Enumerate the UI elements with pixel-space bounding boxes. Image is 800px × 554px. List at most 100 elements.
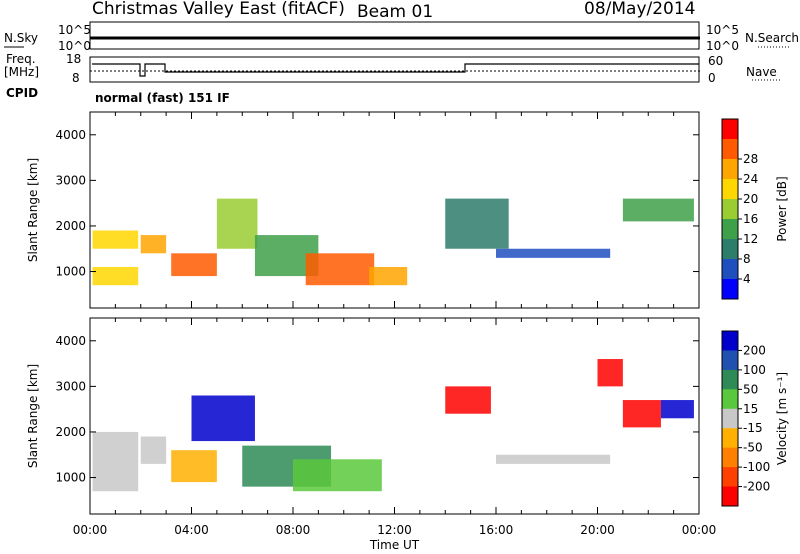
velocity-colorbar-swatch-6: [722, 447, 738, 468]
power-echo-region-8: [445, 198, 509, 249]
velocity-ytick-label-1: 2000: [55, 425, 86, 439]
velocity-panel-frame: [89, 317, 700, 515]
velocity-colorbar-label-5: -50: [743, 441, 763, 455]
velocity-ylabel: Slant Range [km]: [26, 364, 40, 468]
power-panel: [92, 198, 694, 286]
nsearch-label: N.Search: [745, 31, 800, 45]
velocity-echo-region-7: [496, 454, 611, 464]
velocity-colorbar: 200 100 50 15 -15 -50 -100 -200 Velocity [m s⁻¹]: [721, 330, 789, 507]
freq-strip-frame: [89, 56, 700, 83]
power-echo-region-6: [305, 253, 375, 286]
velocity-colorbar-swatch-4: [722, 408, 738, 429]
velocity-colorbar-label-2: 50: [743, 382, 758, 396]
power-echo-region-4: [216, 198, 258, 249]
velocity-ytick-label-3: 4000: [55, 334, 86, 348]
power-ytick-label-0: 1000: [55, 265, 86, 279]
velocity-ytick-label-2: 3000: [55, 379, 86, 393]
velocity-echo-region-0: [92, 431, 139, 492]
power-echo-region-9: [496, 248, 611, 258]
velocity-xtick-label-2: 08:00: [276, 523, 311, 537]
nave-tick-bottom: 0: [708, 71, 716, 85]
nsky-strip-frame: [89, 21, 700, 50]
nsky-label: N.Sky: [4, 31, 39, 45]
velocity-colorbar-frame: [721, 330, 739, 507]
velocity-axes: 1000 2000 3000 4000 Slant Range [km] 00:00 04:…: [26, 318, 716, 552]
power-colorbar-swatch-1: [722, 139, 738, 160]
velocity-echo-region-1: [140, 436, 167, 464]
power-colorbar-swatch-6: [722, 239, 738, 260]
velocity-colorbar-swatch-7: [722, 467, 738, 488]
power-axes: 1000 2000 3000 4000 Slant Range [km]: [26, 112, 700, 308]
power-colorbar-label-1: 8: [743, 252, 751, 266]
power-ytick-label-3: 4000: [55, 128, 86, 142]
power-echo-region-0: [92, 266, 139, 286]
velocity-xtick-label-3: 12:00: [377, 523, 412, 537]
power-echo-region-1: [92, 230, 139, 249]
power-colorbar-swatch-2: [722, 159, 738, 180]
velocity-colorbar-swatch-3: [722, 389, 738, 410]
power-colorbar-label-6: 28: [743, 152, 758, 166]
velocity-echo-region-10: [660, 400, 694, 419]
power-ytick-label-2: 3000: [55, 173, 86, 187]
velocity-colorbar-swatch-1: [722, 350, 738, 371]
cpid-value: normal (fast) 151 IF: [95, 91, 230, 105]
velocity-colorbar-swatch-8: [722, 486, 738, 507]
velocity-colorbar-label-4: -15: [743, 421, 763, 435]
power-colorbar-swatch-4: [722, 199, 738, 220]
power-ytick-label-1: 2000: [55, 219, 86, 233]
power-colorbar: 4 8 12 16 20 24 28 Power [dB]: [721, 118, 789, 300]
nave-label: Nave: [746, 65, 777, 79]
velocity-colorbar-swatch-2: [722, 369, 738, 390]
power-colorbar-swatch-7: [722, 259, 738, 280]
power-echo-region-10: [622, 198, 694, 222]
power-colorbar-swatch-3: [722, 179, 738, 200]
nsky-tick-top: 10^5: [58, 23, 91, 37]
velocity-colorbar-label-1: 100: [743, 363, 766, 377]
velocity-xtick-label-5: 20:00: [580, 523, 615, 537]
freq-tick-bottom: 8: [72, 71, 80, 85]
power-colorbar-label-4: 20: [743, 192, 758, 206]
velocity-colorbar-label-7: -200: [743, 480, 770, 494]
velocity-colorbar-label-6: -100: [743, 460, 770, 474]
velocity-xtick-label-1: 04:00: [174, 523, 209, 537]
freq-trace: [92, 63, 699, 77]
velocity-echo-region-6: [445, 386, 491, 414]
velocity-ytick-label-0: 1000: [55, 471, 86, 485]
velocity-echo-region-9: [622, 400, 661, 428]
velocity-xtick-label-4: 16:00: [479, 523, 514, 537]
velocity-echo-region-5: [293, 459, 382, 492]
power-echo-region-7: [369, 266, 408, 286]
date-label: 08/May/2014: [584, 0, 696, 19]
freq-tick-top: 18: [66, 52, 82, 66]
power-colorbar-swatch-8: [722, 279, 738, 300]
velocity-colorbar-label-0: 200: [743, 343, 766, 357]
velocity-panel: [92, 359, 694, 492]
velocity-xtick-label-0: 00:00: [73, 523, 108, 537]
velocity-colorbar-label-3: 15: [743, 402, 758, 416]
nsky-tick-bottom: 10^0: [58, 39, 91, 53]
power-ylabel: Slant Range [km]: [26, 158, 40, 262]
freq-label-line2: [MHz]: [4, 65, 40, 79]
cpid-label: CPID: [6, 86, 39, 100]
power-colorbar-label-5: 24: [743, 172, 758, 186]
velocity-xlabel: Time UT: [369, 538, 420, 552]
velocity-colorbar-swatch-0: [722, 331, 738, 351]
beam-label: Beam 01: [357, 2, 434, 22]
power-colorbar-swatch-5: [722, 219, 738, 240]
velocity-echo-region-3: [191, 395, 255, 442]
velocity-xtick-label-6: 00:00: [682, 523, 717, 537]
power-echo-region-3: [171, 253, 217, 277]
power-colorbar-label-0: 4: [743, 272, 751, 286]
nsearch-tick-top: 10^5: [706, 23, 739, 37]
chart-title: Christmas Valley East (fitACF): [92, 0, 345, 19]
freq-label-line1: Freq.: [6, 52, 36, 66]
power-colorbar-title: Power [dB]: [775, 176, 789, 241]
velocity-colorbar-title: Velocity [m s⁻¹]: [775, 372, 789, 465]
velocity-echo-region-2: [171, 450, 217, 483]
power-echo-region-2: [140, 235, 167, 254]
power-colorbar-label-2: 12: [743, 232, 758, 246]
velocity-echo-region-8: [597, 359, 623, 387]
power-colorbar-frame: [721, 118, 739, 300]
power-colorbar-swatch-0: [722, 119, 738, 140]
